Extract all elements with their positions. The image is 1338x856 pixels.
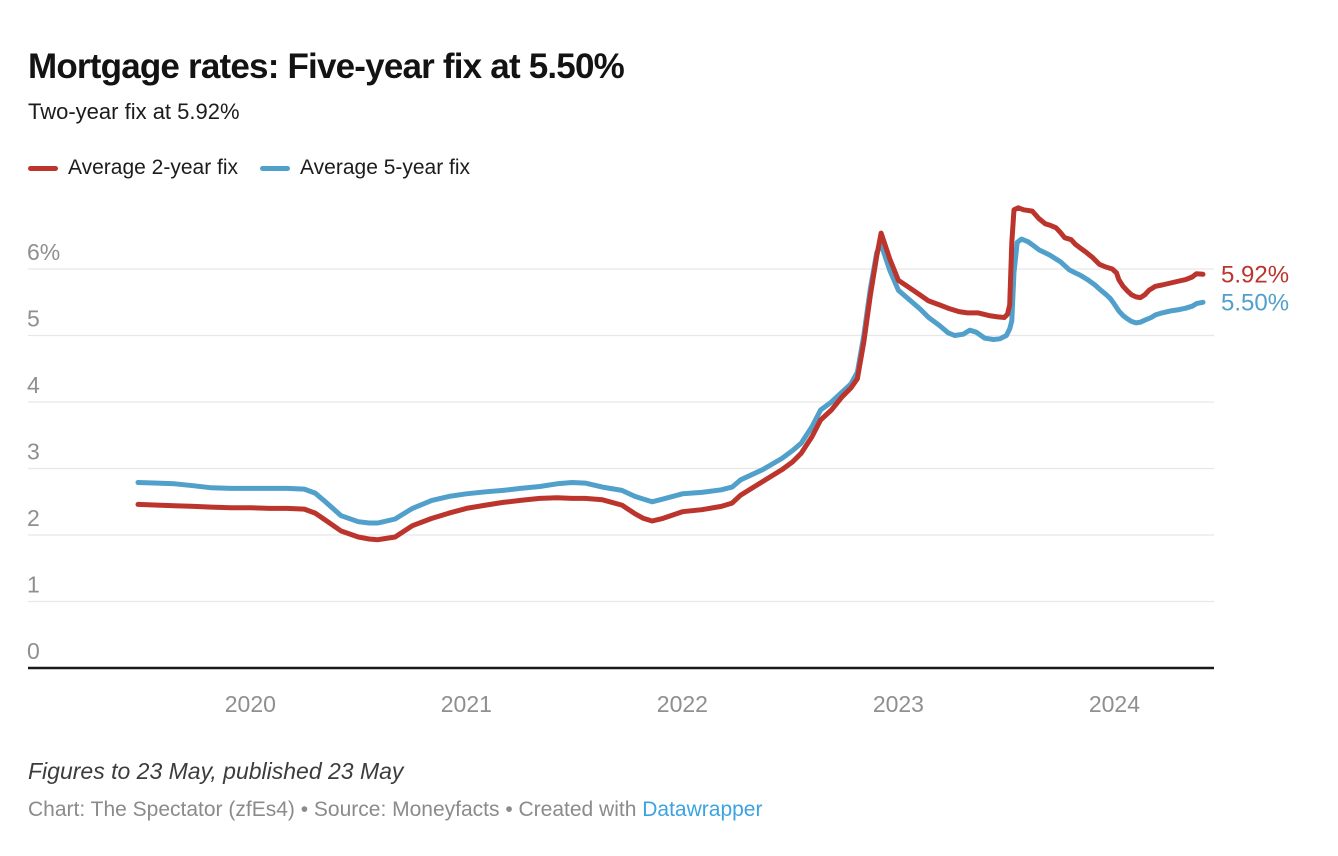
x-axis-labels: 2020 2021 2022 2023 2024 xyxy=(225,691,1140,717)
chart-byline: Chart: The Spectator (zfEs4) • Source: M… xyxy=(28,798,762,822)
x-tick-label: 2020 xyxy=(225,691,276,717)
y-tick-label: 5 xyxy=(27,306,40,332)
y-tick-label: 0 xyxy=(27,638,40,664)
x-tick-label: 2024 xyxy=(1089,691,1140,717)
y-tick-label: 4 xyxy=(27,372,40,398)
chart-subtitle: Two-year fix at 5.92% xyxy=(28,99,240,124)
chart-footnote: Figures to 23 May, published 23 May xyxy=(28,758,404,784)
legend-item-5-year-fix: Average 5-year fix xyxy=(260,156,470,180)
gridlines xyxy=(28,268,1214,670)
page-title: Mortgage rates: Five-year fix at 5.50% xyxy=(28,47,625,87)
x-tick-label: 2023 xyxy=(873,691,924,717)
x-tick-label: 2022 xyxy=(657,691,708,717)
y-axis-labels: 6% 5 4 3 2 1 0 xyxy=(27,239,60,664)
datawrapper-link[interactable]: Datawrapper xyxy=(642,798,763,821)
x-tick-label: 2021 xyxy=(441,691,492,717)
series-line-average-5-year-fix[interactable] xyxy=(135,236,1206,526)
legend-swatch-5-year-icon xyxy=(260,165,291,171)
chart-legend: Average 2-year fix Average 5-year fix xyxy=(28,156,470,180)
legend-swatch-2-year-icon xyxy=(28,165,58,171)
series-line-average-2-year-fix[interactable] xyxy=(135,205,1206,543)
end-value-label-2-year: 5.92% xyxy=(1221,261,1289,288)
legend-item-2-year-fix: Average 2-year fix xyxy=(28,156,238,180)
y-tick-label: 1 xyxy=(27,572,40,598)
byline-text: Chart: The Spectator (zfEs4) • Source: M… xyxy=(28,798,643,821)
legend-label-2-year: Average 2-year fix xyxy=(68,156,239,179)
y-tick-label: 3 xyxy=(27,439,40,465)
y-tick-label: 6% xyxy=(27,239,60,265)
legend-label-5-year: Average 5-year fix xyxy=(300,156,471,179)
y-tick-label: 2 xyxy=(27,505,40,531)
end-value-label-5-year: 5.50% xyxy=(1221,289,1289,316)
series-lines xyxy=(135,205,1206,543)
